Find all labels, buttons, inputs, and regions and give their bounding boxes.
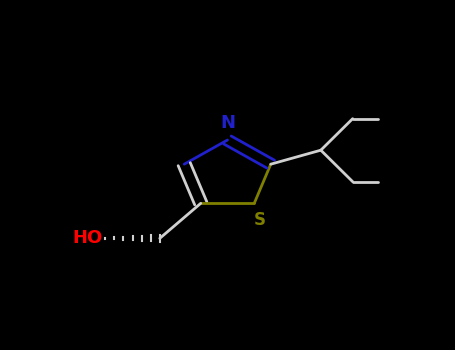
Text: HO: HO [73,229,103,247]
Text: S: S [254,211,266,229]
Text: N: N [220,114,235,132]
